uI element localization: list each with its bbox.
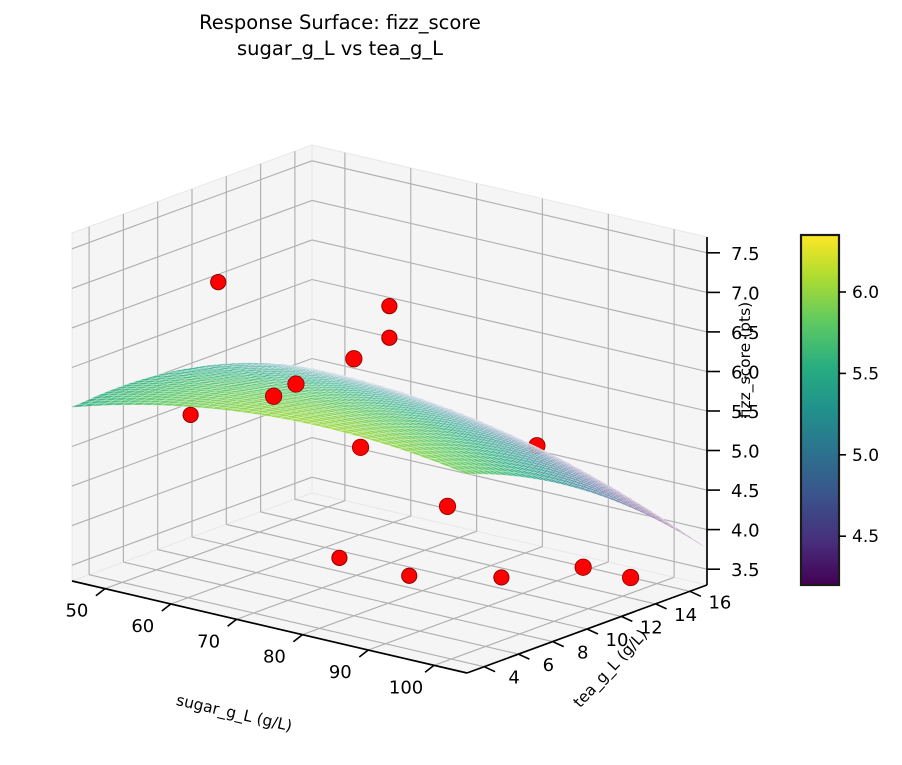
grid-left-z xyxy=(311,476,708,570)
observed-data-points xyxy=(182,273,510,586)
data-point-marker xyxy=(401,567,418,584)
tick-label-y: 8 xyxy=(577,643,588,664)
grid-back-z xyxy=(71,476,313,566)
tick-label-y: 4 xyxy=(508,668,519,689)
tick-x xyxy=(292,634,303,643)
data-point-marker xyxy=(345,350,363,368)
tick-label-x: 70 xyxy=(197,631,220,652)
tick-label-y: 14 xyxy=(674,605,697,626)
grid-floor-y xyxy=(157,549,553,643)
tick-y xyxy=(483,665,496,673)
data-point-marker xyxy=(381,298,398,315)
tick-label-z: 5.0 xyxy=(731,442,760,463)
data-point-marker xyxy=(438,497,457,515)
grid-left-z xyxy=(311,437,708,531)
tick-label-x: 90 xyxy=(329,662,352,683)
tick-x xyxy=(358,649,369,658)
axes-ticks xyxy=(95,252,720,673)
grid-floor-y xyxy=(123,561,519,655)
tick-label-x: 60 xyxy=(131,616,154,637)
tick-label-y: 12 xyxy=(640,617,663,638)
tick-label-z: 3.5 xyxy=(731,560,760,581)
grid-floor-y xyxy=(88,574,485,668)
tick-y xyxy=(655,603,667,610)
tick-label-z: 6.5 xyxy=(731,323,760,344)
colorbar: 4.5 5.0 5.5 6.0 xyxy=(799,233,879,587)
grid-back-z xyxy=(71,199,313,289)
tick-label-z: 7.0 xyxy=(731,283,760,304)
tick-label-x: 100 xyxy=(389,677,423,698)
data-point-marker xyxy=(331,549,348,566)
tick-y xyxy=(620,615,633,623)
grid-left-z xyxy=(311,278,708,373)
grid-left-z xyxy=(311,199,708,293)
figure-title: Response Surface: fizz_score sugar_g_L v… xyxy=(199,11,481,60)
data-point-marker xyxy=(381,329,398,346)
tick-y xyxy=(552,640,565,648)
data-point-marker xyxy=(622,568,640,587)
data-point-marker xyxy=(265,387,283,405)
grid-back-z xyxy=(71,160,313,250)
tick-label-z: 5.5 xyxy=(731,402,760,423)
tick-y xyxy=(586,628,599,635)
grid-left-z xyxy=(311,357,708,452)
grid-back-z xyxy=(71,239,313,329)
data-point-marker xyxy=(351,438,370,456)
tick-label-x: 80 xyxy=(263,647,286,668)
axis-title-z: fizz_score (pts) xyxy=(736,302,755,418)
tick-label-z: 4.0 xyxy=(731,521,760,542)
tick-label-z: 4.5 xyxy=(731,481,760,502)
tick-label-y: 6 xyxy=(543,655,554,676)
grid-floor-y xyxy=(260,511,656,605)
tick-label-z: 6.0 xyxy=(731,363,760,384)
colorbar-tick-label: 5.5 xyxy=(852,364,879,384)
colorbar-tick-label: 4.5 xyxy=(852,527,879,547)
grid-floor-y xyxy=(226,523,622,617)
grid-back-z xyxy=(71,278,313,369)
data-point-marker xyxy=(287,375,305,393)
tick-x xyxy=(424,664,435,673)
grid-left-z xyxy=(311,318,708,412)
grid-left-z xyxy=(311,160,708,254)
tick-label-z: 7.5 xyxy=(731,244,760,265)
colorbar-tick-label: 5.0 xyxy=(852,446,879,466)
axis-title-x: sugar_g_L (g/L) xyxy=(174,691,294,736)
tick-x xyxy=(227,618,238,627)
tick-label-y: 16 xyxy=(708,592,731,613)
data-point-marker xyxy=(210,273,227,291)
data-point-marker xyxy=(182,406,199,423)
colorbar-gradient xyxy=(799,233,841,587)
tick-x xyxy=(161,603,172,612)
spine-x-axis xyxy=(71,580,468,674)
data-point-marker xyxy=(574,558,592,576)
tick-x xyxy=(95,588,106,597)
tick-y xyxy=(518,653,530,660)
data-point-marker xyxy=(493,569,510,586)
grid-floor-y xyxy=(191,536,588,630)
grid-back-z xyxy=(71,437,313,527)
tick-label-x: 50 xyxy=(65,601,88,622)
grid-left-z xyxy=(311,239,708,333)
tick-label-y: 10 xyxy=(606,630,629,651)
response-surface xyxy=(71,350,708,587)
tick-y xyxy=(689,590,702,598)
colorbar-tick-label: 6.0 xyxy=(852,283,879,303)
axes-tick-labels: 50 60 70 80 90 100 4 6 8 10 12 14 163.5 4.0 4.5 5.0 5.5 6… xyxy=(65,244,759,699)
